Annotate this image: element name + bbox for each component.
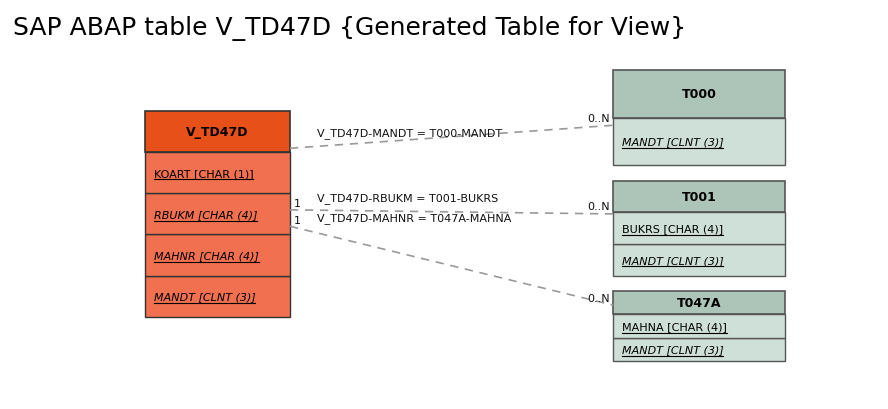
Text: MAHNR [CHAR (4)]: MAHNR [CHAR (4)] bbox=[154, 250, 258, 261]
FancyBboxPatch shape bbox=[146, 153, 289, 194]
Text: RBUKM [CHAR (4)]: RBUKM [CHAR (4)] bbox=[154, 209, 258, 219]
Text: T047A: T047A bbox=[678, 297, 722, 310]
FancyBboxPatch shape bbox=[146, 112, 289, 153]
FancyBboxPatch shape bbox=[614, 213, 785, 244]
Text: BUKRS [CHAR (4)]: BUKRS [CHAR (4)] bbox=[622, 224, 723, 234]
Text: V_TD47D: V_TD47D bbox=[186, 126, 249, 139]
FancyBboxPatch shape bbox=[614, 118, 785, 166]
FancyBboxPatch shape bbox=[614, 315, 785, 338]
Text: T000: T000 bbox=[682, 88, 717, 101]
FancyBboxPatch shape bbox=[146, 194, 289, 235]
FancyBboxPatch shape bbox=[614, 292, 785, 315]
FancyBboxPatch shape bbox=[614, 71, 785, 118]
Text: MANDT [CLNT (3)]: MANDT [CLNT (3)] bbox=[622, 255, 724, 265]
Text: V_TD47D-MAHNR = T047A-MAHNA: V_TD47D-MAHNR = T047A-MAHNA bbox=[318, 213, 511, 224]
Text: MAHNA [CHAR (4)]: MAHNA [CHAR (4)] bbox=[622, 321, 726, 331]
Text: 0..N: 0..N bbox=[587, 113, 610, 124]
Text: 1: 1 bbox=[293, 215, 300, 225]
Text: SAP ABAP table V_TD47D {Generated Table for View}: SAP ABAP table V_TD47D {Generated Table … bbox=[13, 16, 686, 41]
FancyBboxPatch shape bbox=[146, 235, 289, 276]
Text: MANDT [CLNT (3)]: MANDT [CLNT (3)] bbox=[154, 291, 256, 301]
Text: 0..N: 0..N bbox=[587, 293, 610, 303]
Text: MANDT [CLNT (3)]: MANDT [CLNT (3)] bbox=[622, 137, 724, 147]
FancyBboxPatch shape bbox=[614, 181, 785, 213]
Text: MANDT [CLNT (3)]: MANDT [CLNT (3)] bbox=[622, 344, 724, 354]
Text: KOART [CHAR (1)]: KOART [CHAR (1)] bbox=[154, 169, 253, 178]
FancyBboxPatch shape bbox=[614, 338, 785, 361]
FancyBboxPatch shape bbox=[614, 244, 785, 276]
FancyBboxPatch shape bbox=[146, 276, 289, 317]
Text: V_TD47D-RBUKM = T001-BUKRS: V_TD47D-RBUKM = T001-BUKRS bbox=[318, 192, 499, 203]
Text: 1: 1 bbox=[293, 199, 300, 209]
Text: 0..N: 0..N bbox=[587, 202, 610, 212]
Text: V_TD47D-MANDT = T000-MANDT: V_TD47D-MANDT = T000-MANDT bbox=[318, 128, 503, 139]
Text: T001: T001 bbox=[682, 191, 717, 204]
